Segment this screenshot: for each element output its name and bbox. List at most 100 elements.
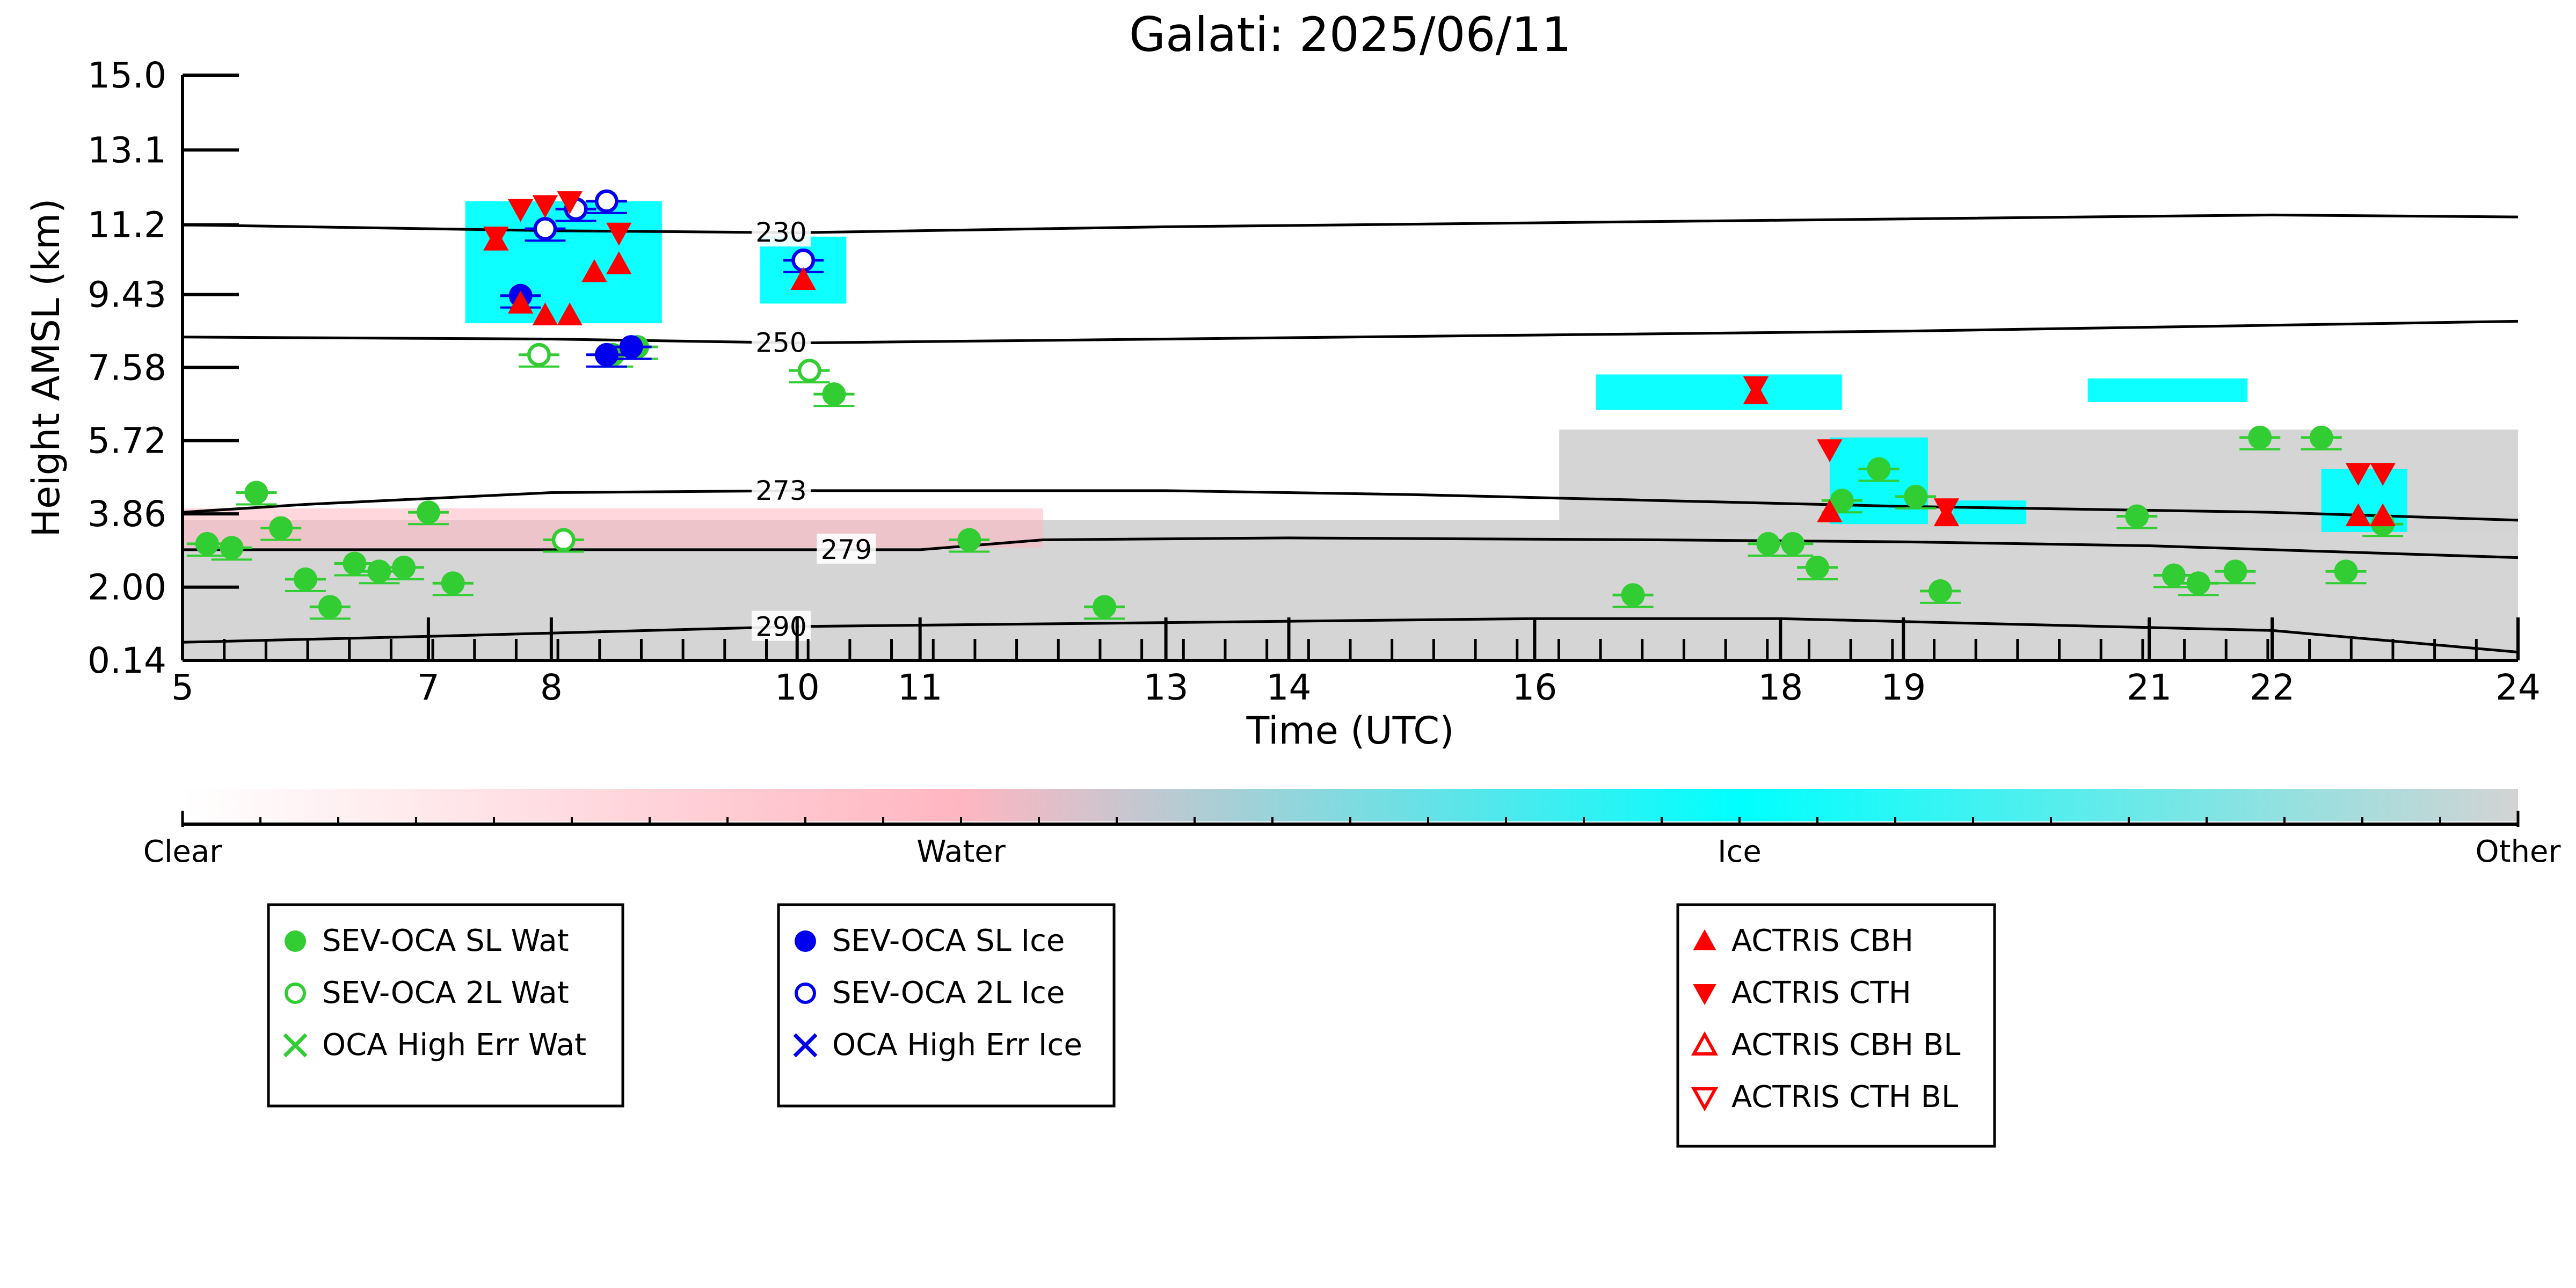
sev-oca-sl-wat-point <box>1621 583 1645 607</box>
x-tick-label: 8 <box>540 667 563 708</box>
actris-cth-point <box>557 191 583 214</box>
sev-oca-sl-wat-point-shape <box>1621 583 1645 607</box>
sev-oca-sl-wat-point <box>822 382 846 406</box>
legend-marker-actris-cth <box>1693 984 1716 1006</box>
sev-oca-sl-wat-point <box>1781 532 1805 556</box>
isotherm-250-line <box>182 319 2519 345</box>
colorbar: Clear Water Ice Other <box>143 789 2561 869</box>
actris-cbh-point <box>507 290 534 314</box>
isotherm-label-bg <box>751 216 811 247</box>
sev-oca-sl-wat-point <box>1928 579 1952 603</box>
actris-cbh-point-shape <box>790 267 816 290</box>
actris-cbh-point <box>532 302 558 326</box>
legend-box-3: ACTRIS CBH ACTRIS CTH ACTRIS CBH BL ACTRIS … <box>1676 903 1996 1148</box>
sev-oca-2l-ice-point <box>594 189 618 213</box>
legend-label-oca-high-err-ice: OCA High Err Ice <box>832 1028 1082 1063</box>
x-tick-label: 22 <box>2250 667 2295 708</box>
actris-cbh-point-shape <box>2345 503 2371 527</box>
sev-oca-sl-wat-point <box>2334 559 2358 584</box>
legend-marker-actris-cbh <box>1693 929 1716 950</box>
actris-cbh-point-shape <box>606 251 632 274</box>
legend-label-sev-oca-sl-wat: SEV-OCA SL Wat <box>322 923 569 958</box>
y-tick-label: 9.43 <box>88 274 166 316</box>
legend-label-actris-cth-bl: ACTRIS CTH BL <box>1731 1080 1958 1115</box>
colorbar-gradient <box>183 789 2518 821</box>
x-tick-label: 21 <box>2127 667 2172 708</box>
actris-cth-point <box>1933 498 1960 521</box>
sev-oca-sl-wat-point-shape <box>244 481 268 505</box>
y-tick-label: 5.72 <box>88 420 166 462</box>
sev-oca-sl-wat-point-shape <box>441 571 465 595</box>
sev-oca-sl-wat-point <box>2186 571 2210 595</box>
actris-cth-point-shape <box>483 227 509 250</box>
data-points <box>186 189 2404 620</box>
sev-oca-sl-wat-point-shape <box>2223 559 2247 584</box>
sev-oca-sl-wat-point-shape <box>1928 579 1952 603</box>
legend-marker-oca-high-err-wat-shape <box>283 1033 308 1058</box>
actris-cbh-point <box>790 267 816 290</box>
sev-oca-sl-wat-point <box>2248 425 2272 449</box>
sev-oca-sl-wat-point-shape <box>2309 425 2333 449</box>
x-tick-label: 5 <box>171 667 194 708</box>
sev-oca-sl-wat-point <box>2125 504 2149 528</box>
sev-oca-sl-wat-point <box>2309 425 2333 449</box>
actris-cth-point <box>2370 463 2396 486</box>
x-tick-label: 14 <box>1267 667 1312 708</box>
actris-cbh-point <box>581 259 607 282</box>
axes: 0.14 2.00 3.86 5.72 7.58 9.43 11.2 13.1 15.0 5 7 8 1… <box>88 55 2541 708</box>
legend-marker-actris-cth-bl-shape <box>1691 1087 1719 1112</box>
sev-oca-2l-wat-point <box>797 359 821 383</box>
actris-cth-point-shape <box>606 222 632 246</box>
sev-oca-sl-wat-point <box>244 481 268 505</box>
legend-label-sev-oca-2l-wat: SEV-OCA 2L Wat <box>322 976 569 1010</box>
cloud-mask <box>183 201 2518 660</box>
x-tick-label: 13 <box>1144 667 1189 708</box>
y-tick-label: 7.58 <box>88 347 166 388</box>
legend-frame <box>267 903 624 1108</box>
sev-oca-sl-wat-point <box>1756 532 1780 556</box>
actris-cth-point-shape <box>532 195 558 219</box>
x-tick-label: 19 <box>1881 667 1926 708</box>
sev-oca-sl-wat-point-shape <box>195 532 219 556</box>
actris-cbh-point <box>2370 503 2396 527</box>
actris-cth-point <box>2345 463 2371 486</box>
sev-oca-2l-ice-point-shape <box>594 189 618 213</box>
legend-marker-actris-cbh-bl-shape <box>1691 1031 1719 1056</box>
x-axis-label: Time (UTC) <box>1246 709 1454 753</box>
isotherm-label-bg <box>751 475 811 505</box>
legend-label-actris-cbh-bl: ACTRIS CBH BL <box>1731 1028 1960 1063</box>
actris-cth-point <box>507 199 534 222</box>
legend-marker-sev-oca-2l-ice <box>795 983 816 1004</box>
colorbar-label-other: Other <box>2475 834 2561 869</box>
chart-title: Galati: 2025/06/11 <box>1129 7 1571 62</box>
isotherm-label: 279 <box>821 534 872 565</box>
sev-oca-sl-wat-point <box>1806 555 1829 579</box>
sev-oca-sl-wat-point <box>195 532 219 556</box>
isotherm-label: 230 <box>755 217 806 248</box>
sev-oca-sl-wat-point <box>441 571 465 595</box>
legend-marker-oca-high-err-ice-shape <box>793 1033 818 1058</box>
sev-oca-sl-wat-point-shape <box>2162 563 2186 587</box>
cloud-region-water <box>183 508 1043 548</box>
actris-cth-point-shape <box>1743 376 1769 399</box>
sev-oca-sl-wat-point-shape <box>2186 571 2210 595</box>
actris-cth-point-shape <box>2345 463 2371 486</box>
sev-oca-sl-wat-point <box>1093 595 1117 619</box>
actris-cth-point <box>532 195 558 219</box>
sev-oca-sl-wat-point <box>416 500 440 525</box>
y-tick-label: 13.1 <box>88 129 166 171</box>
sev-oca-sl-wat-point-shape <box>416 500 440 525</box>
colorbar-label-water: Water <box>916 834 1006 869</box>
actris-cth-point <box>606 222 632 246</box>
sev-oca-2l-wat-point <box>527 343 551 367</box>
sev-oca-sl-wat-point-shape <box>269 516 293 540</box>
sev-oca-sl-wat-point-shape <box>1093 595 1117 619</box>
actris-cth-point-shape <box>1817 439 1843 462</box>
legend-marker-oca-high-err-wat <box>283 1033 308 1058</box>
cloud-region-ice <box>2087 378 2248 402</box>
sev-oca-sl-wat-point <box>957 528 981 552</box>
legend-marker-sev-oca-2l-wat-shape <box>285 983 306 1004</box>
legend-box-2: SEV-OCA SL Ice SEV-OCA 2L Ice OCA High Err… <box>777 903 1116 1108</box>
sev-oca-sl-wat-point <box>2162 563 2186 587</box>
